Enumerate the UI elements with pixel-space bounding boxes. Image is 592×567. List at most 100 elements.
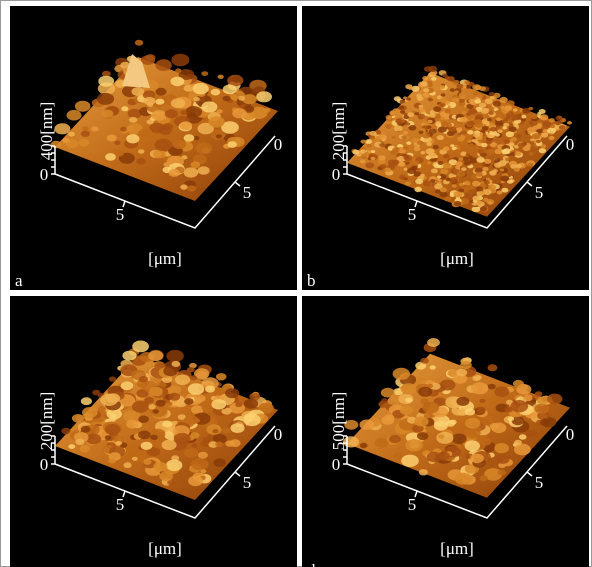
surface-bump <box>428 153 436 159</box>
surface-bump <box>439 192 447 198</box>
surface-bump <box>198 452 208 459</box>
surface-bump <box>494 158 500 162</box>
surface-bump <box>449 127 457 132</box>
surface-bump <box>438 127 447 133</box>
surface-bump <box>105 435 112 440</box>
surface-bump <box>230 423 244 433</box>
surface-bump <box>406 97 411 100</box>
surface-bump <box>458 133 462 136</box>
front-five-label: 5 <box>408 205 417 224</box>
surface-bump <box>476 187 483 192</box>
surface-bump <box>153 462 167 472</box>
surface-bump <box>497 191 503 195</box>
surface-bump <box>232 77 241 83</box>
surface-bump <box>138 128 152 138</box>
surface-bump <box>482 126 489 131</box>
surface-bump <box>121 106 128 111</box>
surface-bump <box>148 404 155 409</box>
surface-bump <box>155 59 171 71</box>
surface-bump <box>486 149 494 155</box>
surface-bump <box>481 163 486 166</box>
surface-bump <box>493 101 501 107</box>
surface-bump <box>481 416 494 425</box>
surface-bump <box>193 97 199 101</box>
panel-letter: b <box>307 271 316 290</box>
surface-bump <box>428 66 437 72</box>
surface-bump <box>430 365 436 369</box>
surface-bump <box>403 131 408 135</box>
surface-bump <box>480 192 485 196</box>
right-five-label: 5 <box>535 183 544 202</box>
surface-bump <box>187 185 196 191</box>
surface-bump <box>92 390 100 396</box>
surface-bump <box>361 140 367 144</box>
surface-bump <box>184 398 194 405</box>
surface-bump <box>435 121 441 125</box>
panel-letter: d <box>307 561 316 567</box>
surface-bump <box>459 99 465 103</box>
surface-bump <box>167 480 174 485</box>
surface-bump <box>180 121 193 130</box>
surface-bump <box>456 84 463 89</box>
surface-bump <box>504 139 511 144</box>
surface-bump <box>538 123 542 126</box>
surface-bump <box>465 418 481 429</box>
surface-bump <box>529 152 534 155</box>
surface-bump <box>532 432 539 437</box>
surface-bump <box>184 448 198 458</box>
surface-bump <box>405 439 423 451</box>
surface-bump <box>108 458 116 463</box>
surface-bump <box>513 108 518 111</box>
unit-label: [μm] <box>148 539 182 558</box>
surface-bump <box>370 136 375 140</box>
surface-bump <box>106 393 120 403</box>
surface-bump <box>414 147 421 152</box>
surface-bump <box>122 351 136 361</box>
surface-bump <box>107 135 117 142</box>
surface-bump <box>488 185 496 191</box>
surface-bump <box>422 76 428 80</box>
surface-bump <box>225 388 239 398</box>
surface-bump <box>539 148 546 153</box>
z-axis-label: 500[nm] <box>329 392 348 451</box>
surface-bump <box>132 341 149 353</box>
surface-bump <box>483 198 489 202</box>
surface-bump <box>532 133 541 139</box>
z-axis-label: 400[nm] <box>37 102 56 161</box>
surface-bump <box>476 172 483 177</box>
back-zero-label: 0 <box>566 425 575 444</box>
surface-bump <box>162 440 177 450</box>
surface-bump <box>408 125 416 131</box>
surface-bump <box>190 375 197 380</box>
surface-bump <box>67 110 82 121</box>
surface-bump <box>472 195 480 201</box>
surface-bump <box>484 180 490 184</box>
surface-bump <box>535 391 543 396</box>
surface-bump <box>414 187 422 192</box>
surface-bump <box>401 383 417 394</box>
surface-bump <box>407 168 416 174</box>
back-zero-label: 0 <box>274 425 283 444</box>
surface-bump <box>211 89 221 96</box>
surface-bump <box>394 125 403 131</box>
surface-bump <box>414 417 428 427</box>
surface-bump <box>186 106 202 117</box>
surface-bump <box>440 380 456 391</box>
surface-bump <box>443 154 450 159</box>
surface-bump <box>459 117 467 123</box>
surface-bump <box>528 107 533 110</box>
z-axis-label: 200[nm] <box>329 102 348 161</box>
surface-bump <box>514 444 531 456</box>
surface-bump <box>61 428 70 434</box>
surface-bump <box>357 153 362 156</box>
surface-bump <box>211 399 226 409</box>
surface-bump <box>423 181 432 187</box>
surface-bump <box>468 99 474 104</box>
surface-bump <box>400 100 405 104</box>
surface-bump <box>384 168 391 173</box>
surface-bump <box>401 455 419 467</box>
surface-bump <box>439 85 445 89</box>
surface-bump <box>514 168 520 172</box>
surface-bump <box>360 150 366 154</box>
panel: 500[nm]0055[μm]d <box>302 296 589 567</box>
